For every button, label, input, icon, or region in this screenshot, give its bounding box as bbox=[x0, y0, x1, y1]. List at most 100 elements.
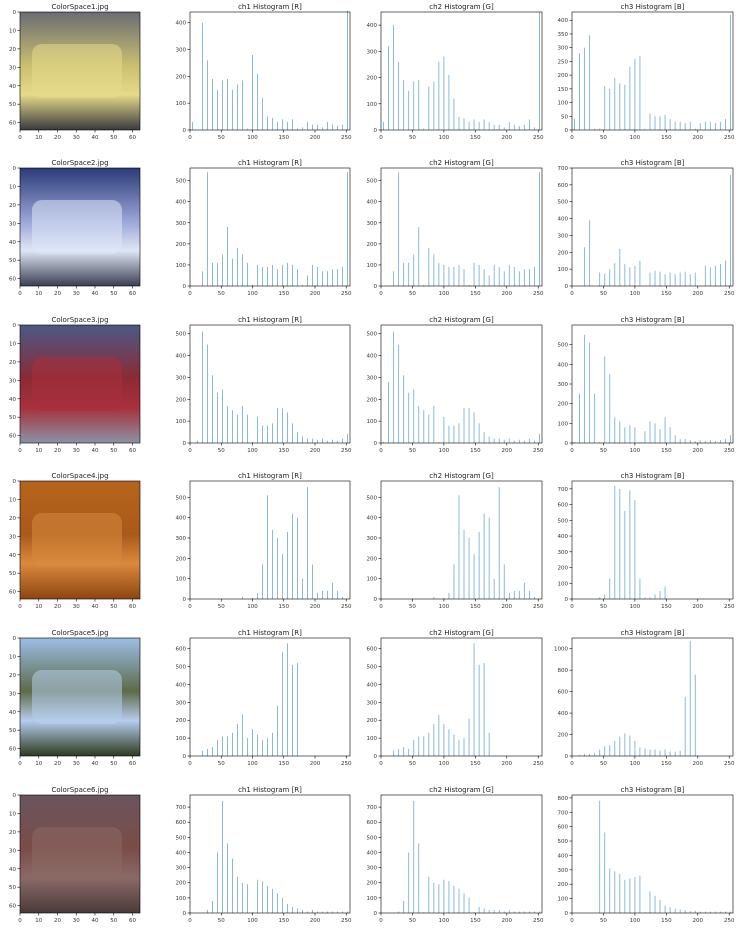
histogram-bar bbox=[403, 900, 405, 913]
y-tick-label: 200 bbox=[367, 242, 378, 248]
histogram-bar bbox=[428, 248, 430, 286]
histogram-bar bbox=[342, 596, 343, 599]
histogram-bar bbox=[307, 487, 308, 599]
x-tick-label: 250 bbox=[533, 604, 544, 610]
histogram-bar bbox=[669, 119, 671, 130]
x-tick-label: 250 bbox=[533, 448, 544, 454]
histogram-title: ch2 Histogram [G] bbox=[429, 159, 494, 167]
x-tick-label: 200 bbox=[502, 448, 513, 454]
histogram-bar bbox=[267, 738, 268, 756]
histogram-bar bbox=[192, 121, 193, 130]
x-tick-label: 100 bbox=[439, 135, 450, 141]
x-tick-label: 40 bbox=[92, 761, 99, 767]
histogram-bar bbox=[649, 113, 651, 130]
x-tick-label: 100 bbox=[630, 761, 641, 767]
histogram-bar bbox=[709, 440, 711, 443]
x-tick-label: 60 bbox=[129, 291, 136, 297]
histogram-bar bbox=[478, 906, 480, 913]
histogram-bar bbox=[262, 881, 263, 913]
histogram-bar bbox=[654, 895, 656, 913]
x-tick-label: 250 bbox=[341, 918, 352, 924]
histogram-bar bbox=[433, 723, 435, 756]
histogram-bar bbox=[403, 375, 405, 443]
y-tick-label: 0 bbox=[13, 166, 17, 172]
histogram-bar bbox=[609, 269, 611, 286]
y-tick-label: 200 bbox=[367, 556, 378, 562]
histogram-bar bbox=[604, 356, 606, 443]
histogram-bar bbox=[277, 537, 278, 599]
x-tick-label: 10 bbox=[35, 448, 42, 454]
histogram-bar bbox=[624, 733, 626, 756]
y-tick-label: 200 bbox=[176, 718, 187, 724]
histogram-bar bbox=[589, 753, 591, 756]
y-tick-label: 200 bbox=[558, 733, 569, 739]
histogram-bar bbox=[704, 911, 706, 913]
histogram-bar bbox=[534, 267, 535, 286]
histogram-bar bbox=[458, 264, 460, 286]
histogram-bar bbox=[292, 423, 293, 443]
histogram-bar bbox=[312, 909, 313, 913]
y-tick-label: 50 bbox=[9, 571, 16, 577]
y-tick-label: 20 bbox=[9, 673, 16, 679]
x-tick-label: 250 bbox=[341, 291, 352, 297]
plot-frame bbox=[189, 324, 351, 444]
histogram-bar bbox=[694, 674, 696, 756]
histogram-bar bbox=[518, 126, 520, 130]
histogram-bar bbox=[237, 414, 238, 443]
x-tick-label: 200 bbox=[502, 918, 513, 924]
histogram-bar bbox=[725, 119, 726, 130]
histogram-bar bbox=[242, 882, 243, 913]
histogram-bar bbox=[694, 910, 696, 913]
histogram-bar bbox=[257, 416, 258, 443]
x-tick-label: 250 bbox=[724, 761, 735, 767]
histogram-bar bbox=[589, 35, 591, 131]
histogram-bar bbox=[408, 748, 410, 756]
image-panel: ColorSpace3.jpg 0 10 20 30 40 50 60 0 10 20 30 40 50 6… bbox=[9, 316, 141, 454]
histogram-bar bbox=[488, 732, 490, 756]
y-tick-label: 100 bbox=[176, 577, 187, 583]
x-tick-label: 250 bbox=[341, 135, 352, 141]
histogram-bar bbox=[664, 905, 666, 913]
x-tick-label: 200 bbox=[693, 761, 704, 767]
histogram-bar bbox=[659, 116, 661, 130]
image-subject-shape bbox=[32, 44, 122, 98]
histogram-bar bbox=[272, 732, 273, 756]
y-tick-label: 200 bbox=[558, 402, 569, 408]
histogram-bar bbox=[428, 86, 430, 130]
histogram-bar bbox=[634, 499, 636, 599]
y-tick-label: 10 bbox=[9, 811, 16, 817]
histogram-bar bbox=[689, 641, 691, 756]
histogram-bar bbox=[433, 596, 435, 599]
y-tick-label: 40 bbox=[9, 867, 16, 873]
histogram-bar bbox=[599, 597, 601, 599]
plot-frame bbox=[189, 11, 351, 131]
histogram-bar bbox=[528, 590, 530, 599]
histogram-bar bbox=[604, 594, 606, 599]
histogram-bar bbox=[699, 123, 701, 130]
histogram-bar bbox=[388, 381, 389, 443]
histogram-bar bbox=[272, 264, 273, 286]
x-tick-label: 250 bbox=[533, 135, 544, 141]
histogram-bar bbox=[232, 732, 233, 756]
x-tick-label: 30 bbox=[73, 918, 80, 924]
histogram-title: ch1 Histogram [R] bbox=[238, 786, 302, 794]
histogram-bar bbox=[679, 272, 681, 286]
histogram-bar bbox=[498, 487, 500, 599]
histogram-bar bbox=[659, 271, 661, 286]
x-tick-label: 150 bbox=[279, 135, 290, 141]
histogram-bar bbox=[599, 128, 601, 130]
histogram-bar bbox=[327, 590, 328, 599]
histogram-bar bbox=[584, 753, 586, 756]
image-subject-shape bbox=[32, 513, 122, 567]
y-tick-label: 400 bbox=[558, 362, 569, 368]
histogram-bar bbox=[393, 750, 395, 756]
y-tick-label: 100 bbox=[367, 736, 378, 742]
histogram-bar bbox=[468, 897, 470, 913]
y-tick-label: 300 bbox=[558, 46, 569, 52]
histogram-bar bbox=[659, 429, 661, 443]
histogram-bar bbox=[503, 271, 505, 286]
image-title: ColorSpace4.jpg bbox=[51, 472, 108, 480]
histogram-bar bbox=[317, 911, 318, 913]
